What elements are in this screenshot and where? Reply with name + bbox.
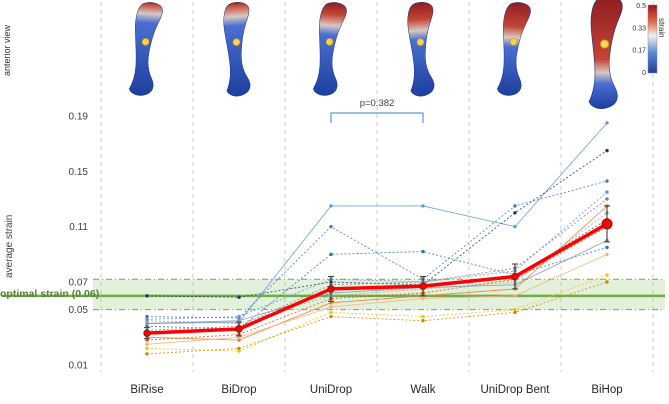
subject-line xyxy=(146,212,608,324)
p-value-label: p=0.382 xyxy=(359,98,395,109)
subject-line xyxy=(146,226,608,341)
optimal-strain-label: optimal strain (0.06) xyxy=(0,288,100,300)
subject-point xyxy=(421,296,425,301)
subject-point xyxy=(513,211,517,215)
subject-point xyxy=(605,190,609,194)
subject-point xyxy=(329,252,333,257)
x-category-label: UniDrop xyxy=(310,384,352,396)
subject-line xyxy=(146,180,608,319)
y-tick-label: 0.19 xyxy=(69,112,89,123)
subject-point xyxy=(145,294,149,298)
bone-marker-dot xyxy=(141,38,150,46)
y-tick-label: 0.05 xyxy=(69,305,89,316)
y-tick-label: 0.15 xyxy=(69,167,89,178)
subject-point xyxy=(605,179,609,183)
subject-point xyxy=(605,197,609,201)
subject-point xyxy=(513,310,517,315)
subject-point xyxy=(605,273,609,277)
x-category-label: BiRise xyxy=(130,384,163,396)
subject-point xyxy=(605,252,609,257)
bone-marker-dot xyxy=(509,38,518,46)
mean-point xyxy=(235,325,243,333)
bone-strain-map xyxy=(588,0,623,109)
y-tick-label: 0.01 xyxy=(69,361,89,372)
x-category-label: BiDrop xyxy=(221,384,256,396)
bone-strain-map xyxy=(496,2,531,96)
subject-point xyxy=(145,352,149,356)
colorbar-tick-label: 0.5 xyxy=(636,3,646,10)
subject-point xyxy=(421,249,425,254)
subject-point xyxy=(145,342,149,346)
bone-marker-dot xyxy=(600,39,610,49)
mean-point xyxy=(511,272,519,281)
subject-point xyxy=(513,224,517,229)
subject-point xyxy=(145,346,149,351)
bone-strain-map xyxy=(312,2,347,96)
y-tick-label: 0.11 xyxy=(69,222,88,233)
subject-line xyxy=(146,281,608,355)
subject-point xyxy=(237,349,241,353)
subject-point xyxy=(329,314,333,319)
p-value-bracket xyxy=(330,112,424,123)
subject-line xyxy=(146,274,608,352)
subject-point xyxy=(605,121,609,125)
colorbar-tick-label: 0.33 xyxy=(632,25,646,32)
subject-point xyxy=(605,245,609,250)
strain-colorbar xyxy=(647,4,658,74)
subject-line xyxy=(146,198,608,331)
subject-point xyxy=(605,280,609,284)
bone-marker-dot xyxy=(416,38,425,46)
subject-line xyxy=(146,253,608,345)
subject-point xyxy=(329,310,333,315)
bone-marker-dot xyxy=(325,38,334,46)
mean-line xyxy=(146,222,608,335)
subject-point xyxy=(145,314,149,319)
subject-line xyxy=(146,191,608,320)
colorbar-strain-label: strain xyxy=(657,18,666,38)
anterior-view-label: anterior view xyxy=(2,24,12,76)
subject-line xyxy=(146,240,608,324)
subject-point xyxy=(237,338,241,342)
subject-point xyxy=(237,346,241,351)
subject-point xyxy=(329,224,333,229)
subject-point xyxy=(421,314,425,319)
subject-point xyxy=(421,204,425,208)
mean-point xyxy=(327,285,335,293)
subject-point xyxy=(145,321,149,326)
optimal-strain-band xyxy=(93,279,665,310)
mean-point xyxy=(143,329,151,337)
subject-point xyxy=(237,314,241,319)
x-category-label: BiHop xyxy=(591,384,622,396)
subject-point xyxy=(421,319,425,323)
bone-strain-map xyxy=(407,2,435,97)
colorbar-tick-label: 0.17 xyxy=(632,48,646,55)
bone-strain-map xyxy=(128,2,163,96)
subject-point xyxy=(513,307,517,312)
colorbar-tick-label: 0 xyxy=(642,70,646,77)
y-axis-label: average strain xyxy=(4,214,15,278)
mean-point xyxy=(419,282,427,290)
subject-point xyxy=(329,305,333,309)
bone-marker-dot xyxy=(232,38,241,46)
subject-point xyxy=(513,204,517,208)
y-tick-label: 0.07 xyxy=(69,278,89,289)
subject-point xyxy=(145,317,149,322)
subject-line xyxy=(146,150,608,298)
subject-point xyxy=(237,295,241,299)
bone-strain-map xyxy=(223,2,251,97)
subject-point xyxy=(513,294,517,298)
subject-line xyxy=(146,205,608,341)
subject-point xyxy=(605,148,609,153)
x-category-label: Walk xyxy=(410,384,435,396)
x-category-label: UniDrop Bent xyxy=(480,384,550,396)
subject-line xyxy=(146,122,608,324)
subject-point xyxy=(329,204,333,208)
mean-point xyxy=(601,218,613,230)
